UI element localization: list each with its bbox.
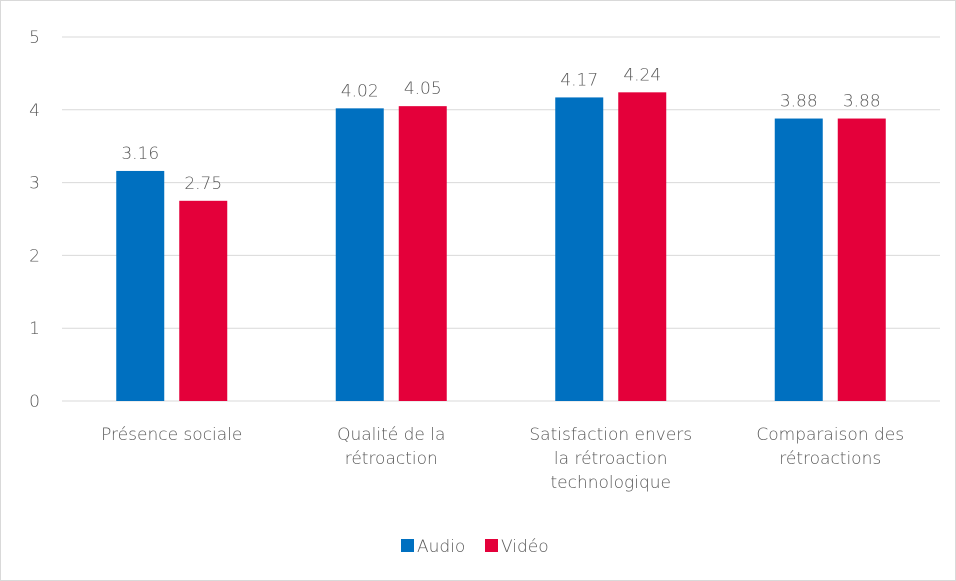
bar [555, 97, 604, 401]
data-label: 4.24 [623, 65, 661, 85]
y-tick-label: 2 [29, 246, 40, 266]
legend-label: Audio [417, 537, 465, 557]
x-tick-label: Comparaison des rétroactions [756, 425, 904, 469]
data-label: 4.17 [560, 70, 598, 90]
data-label: 2.75 [184, 174, 222, 194]
legend-swatch [485, 539, 498, 552]
y-tick-label: 5 [29, 28, 40, 48]
data-label: 3.16 [121, 144, 159, 164]
y-tick-label: 4 [29, 101, 40, 121]
bar [618, 92, 667, 401]
bar [398, 106, 447, 401]
y-tick-label: 3 [29, 174, 40, 194]
bar [837, 118, 886, 401]
legend-label: Vidéo [501, 537, 549, 557]
data-label: 4.02 [341, 81, 379, 101]
data-label: 3.88 [780, 92, 818, 112]
x-tick-label: Qualité de la rétroaction [337, 425, 445, 469]
y-tick-label: 0 [29, 392, 40, 412]
bar [179, 200, 228, 401]
legend-swatch [401, 539, 414, 552]
y-tick-label: 1 [29, 319, 40, 339]
bar [335, 108, 384, 402]
bar [774, 118, 823, 401]
x-tick-label: Présence sociale [101, 425, 242, 445]
data-label: 3.88 [843, 92, 881, 112]
bar [116, 170, 165, 401]
x-tick-label: Satisfaction envers la rétroaction technol… [529, 425, 692, 493]
data-label: 4.05 [404, 79, 442, 99]
